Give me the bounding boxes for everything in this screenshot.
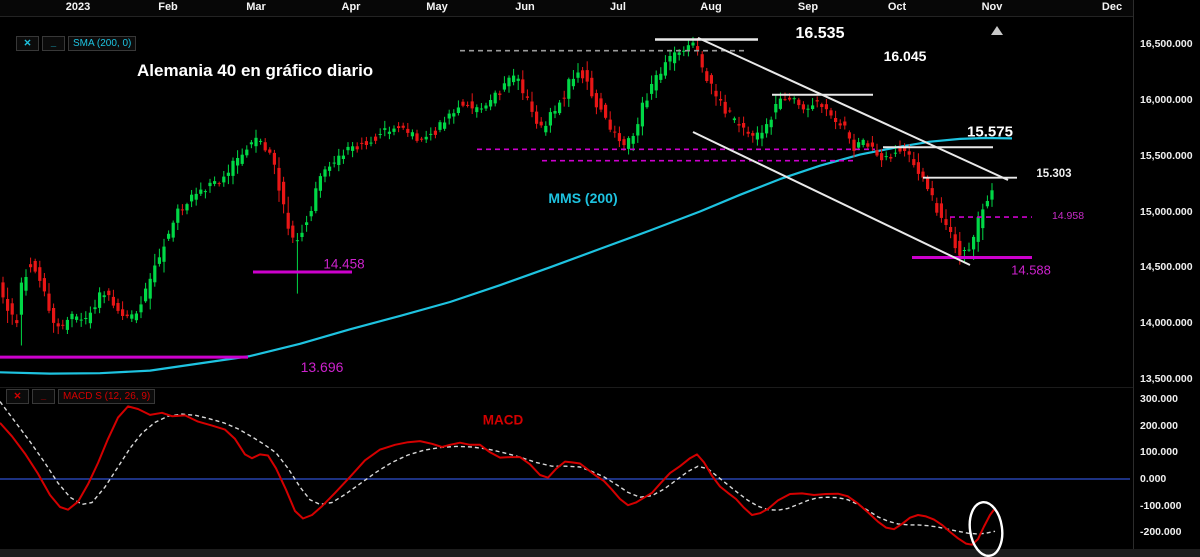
price-annotation-16535: 16.535 bbox=[795, 25, 845, 42]
panel-divider bbox=[0, 387, 1133, 388]
chart-canvas[interactable] bbox=[0, 0, 1133, 557]
sma-indicator-toggle: ✕ _ SMA (200, 0) bbox=[16, 36, 137, 51]
macd-axis-label: 300.000 bbox=[1140, 393, 1178, 405]
price-annotation-14588: 14.588 bbox=[1011, 262, 1051, 278]
chart-title: Alemania 40 en gráfico diario bbox=[137, 61, 374, 80]
price-axis-label: 14,500.000 bbox=[1140, 261, 1193, 273]
price-annotation-14458: 14.458 bbox=[323, 256, 365, 272]
close-icon[interactable]: ✕ bbox=[6, 389, 29, 404]
timeline-month-sep[interactable]: Sep bbox=[797, 1, 819, 13]
timeline-axis[interactable] bbox=[0, 0, 1200, 17]
macd-indicator-label[interactable]: MACD S (12, 26, 9) bbox=[58, 389, 156, 404]
macd-axis-label: 0.000 bbox=[1140, 473, 1167, 485]
price-axis-label: 15,000.000 bbox=[1140, 206, 1193, 218]
sma-indicator-label[interactable]: SMA (200, 0) bbox=[68, 36, 137, 51]
trendline-1 bbox=[697, 36, 1009, 181]
macd-watermark-label: MACD bbox=[482, 412, 524, 428]
price-annotation-16045: 16.045 bbox=[883, 48, 927, 64]
timeline-month-mar[interactable]: Mar bbox=[246, 1, 266, 13]
latest-bar-marker-icon bbox=[991, 26, 1003, 35]
price-axis-label: 16,000.000 bbox=[1140, 94, 1193, 106]
timeline-month-feb[interactable]: Feb bbox=[158, 1, 178, 13]
highlight-ellipse bbox=[968, 500, 1004, 557]
minimize-icon[interactable]: _ bbox=[42, 36, 65, 51]
timeline-month-nov[interactable]: Nov bbox=[981, 1, 1003, 13]
macd-axis-label: -100.000 bbox=[1140, 500, 1182, 512]
timeline-month-dec[interactable]: Dec bbox=[1101, 1, 1123, 13]
horizontal-scrollbar[interactable] bbox=[0, 549, 1200, 557]
price-annotation-14958: 14.958 bbox=[1051, 210, 1085, 222]
timeline-month-apr[interactable]: Apr bbox=[341, 1, 361, 13]
price-axis-label: 16,500.000 bbox=[1140, 38, 1193, 50]
price-annotation-15303: 15.303 bbox=[1036, 168, 1072, 180]
price-axis-label: 13,500.000 bbox=[1140, 373, 1193, 385]
macd-axis-label: -200.000 bbox=[1140, 526, 1182, 538]
timeline-month-may[interactable]: May bbox=[426, 1, 448, 13]
macd-line bbox=[0, 405, 996, 546]
timeline-month-jun[interactable]: Jun bbox=[515, 1, 535, 13]
price-axis-label: 14,000.000 bbox=[1140, 317, 1193, 329]
timeline-month-oct[interactable]: Oct bbox=[887, 1, 907, 13]
minimize-icon[interactable]: _ bbox=[32, 389, 55, 404]
trendline-2 bbox=[692, 131, 971, 266]
price-axis-strip[interactable] bbox=[1133, 0, 1200, 549]
mms-200-label: MMS (200) bbox=[548, 190, 618, 206]
timeline-month-jul[interactable]: Jul bbox=[610, 1, 626, 13]
macd-indicator-toggle: ✕ _ MACD S (12, 26, 9) bbox=[6, 389, 156, 404]
timeline-month-2023[interactable]: 2023 bbox=[65, 1, 91, 13]
sma-200-line bbox=[0, 136, 1013, 375]
price-annotation-15575: 15.575 bbox=[967, 123, 1013, 141]
timeline-month-aug[interactable]: Aug bbox=[700, 1, 722, 13]
close-icon[interactable]: ✕ bbox=[16, 36, 39, 51]
price-annotation-13696: 13.696 bbox=[300, 359, 344, 375]
macd-axis-label: 200.000 bbox=[1140, 420, 1178, 432]
macd-axis-label: 100.000 bbox=[1140, 446, 1178, 458]
price-axis-label: 15,500.000 bbox=[1140, 150, 1193, 162]
